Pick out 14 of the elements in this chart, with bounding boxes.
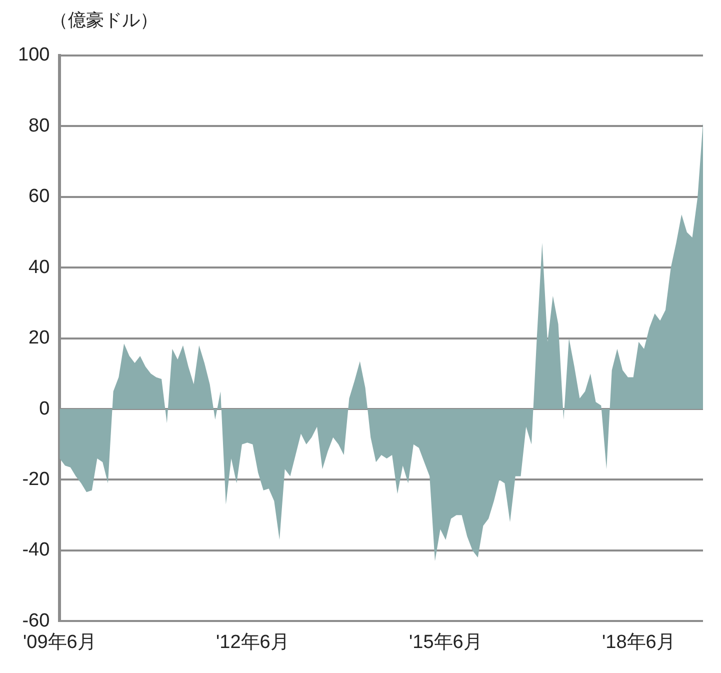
y-tick-label: -20 [22,468,50,490]
y-tick-label: 40 [28,256,50,278]
y-tick-label: 100 [18,44,50,66]
y-tick-label: 80 [28,115,50,136]
y-tick-label: 60 [28,186,50,208]
x-tick-label: '12年6月 [216,632,290,653]
y-tick-label: -60 [22,610,50,632]
x-tick-label: '09年6月 [23,632,96,653]
y-tick-label: -40 [22,540,50,561]
y-tick-label: 0 [39,398,50,420]
x-tick-label: '18年6月 [602,632,676,653]
x-tick-label: '15年6月 [409,632,482,653]
y-tick-label: 20 [28,328,50,349]
y-axis-title: （億豪ドル） [49,9,159,32]
